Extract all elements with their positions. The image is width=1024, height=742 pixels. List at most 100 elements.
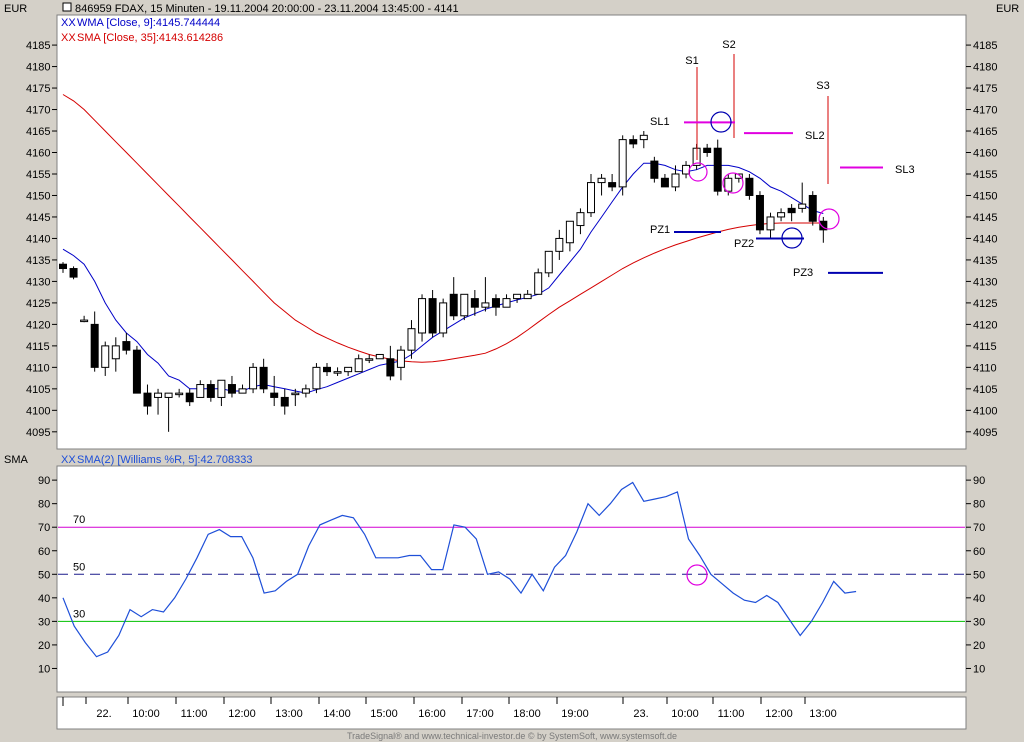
candle-body [291,392,300,396]
candle-body [333,371,342,374]
candle-body [143,392,152,407]
candle [175,388,184,398]
candle-body [428,298,437,334]
candle [323,363,331,376]
candle [407,320,416,359]
candle-body [323,366,331,373]
candle-body [217,379,226,398]
candle-body [312,366,321,390]
candle-body [470,298,479,308]
oscillator-legend-prefix: XX [61,454,76,466]
time-label: 13:00 [275,708,303,720]
price-tick-label-left: 4165 [26,126,50,138]
price-tick-label-left: 4120 [26,319,50,331]
candle-body [301,388,310,394]
candle [280,388,289,415]
candle [470,290,479,316]
osc-tick-label-left: 30 [38,616,50,628]
price-tick-label-left: 4100 [26,405,50,417]
price-tick-label-left: 4115 [26,341,50,353]
candle-body [555,237,564,252]
candle [703,143,712,157]
candle [386,345,395,381]
candle [618,135,627,196]
price-tick-label-left: 4125 [26,298,50,310]
price-tick-label-left: 4095 [26,427,50,439]
price-tick-label-right: 4105 [973,384,997,396]
candle-body [227,384,236,394]
candle-body [481,302,490,308]
price-axis-right: 4095 4100 4105 4110 4115 4120 4125 4130 4135 4140… [966,40,997,439]
price-tick-label-right: 4110 [973,362,997,374]
time-label: 23. [633,708,648,720]
osc-tick-label-right: 30 [973,616,985,628]
osc-tick-label-right: 80 [973,499,985,511]
sma-legend: SMA [Close, 35]:4143.614286 [77,32,223,44]
candle-body [111,345,120,360]
candle-body [745,177,754,196]
candle [629,135,638,149]
candle-body [175,392,184,396]
williams-line [62,481,857,658]
price-tick-label-right: 4185 [973,40,997,52]
candle [428,290,437,338]
oscillator-axis-left: 10 20 30 40 50 60 70 80 90 [38,475,57,675]
candle [639,131,648,149]
price-tick-label-left: 4130 [26,276,50,288]
osc-tick-label-right: 50 [973,569,985,581]
time-label: 15:00 [370,708,398,720]
candle [597,173,606,196]
candle [291,388,300,407]
candle [787,204,796,222]
candle-body [777,212,786,218]
osc-tick-label-left: 50 [38,569,50,581]
price-tick-label-right: 4120 [973,319,997,331]
candle [259,358,268,394]
candle [217,379,226,407]
candle [777,208,786,222]
candle [333,367,342,376]
candle-body [154,392,163,398]
signal-label-s2: S2 [722,39,735,51]
candle-body [196,384,205,398]
price-panel [56,14,967,450]
instrument-box-icon [62,2,72,12]
candle [755,191,764,235]
candle [132,345,141,394]
candle-body [565,220,574,244]
chart-title: 846959 FDAX, 15 Minuten - 19.11.2004 20:… [75,3,459,15]
candle-body [132,349,141,394]
time-label: 22. [96,708,111,720]
candle [312,363,321,394]
level-label-50: 50 [73,561,85,573]
candle-body [587,182,595,214]
time-label: 14:00 [323,708,351,720]
candle-body [629,139,638,145]
candle-body [238,388,247,394]
candle [608,173,617,192]
candle-body [491,298,500,308]
candle-body [513,293,522,300]
candle [576,208,585,235]
candle-body [808,194,817,222]
time-label: 17:00 [466,708,494,720]
candle [660,173,669,188]
oscillator-legend: SMA(2) [Williams %R, 5]:42.708333 [77,454,252,466]
candle-body [164,392,173,398]
oscillator-panel-label: SMA [4,454,29,466]
candle-body [608,182,617,188]
price-tick-label-left: 4135 [26,255,50,267]
wma-legend-prefix: XX [61,17,76,29]
candle-body [101,345,110,368]
candle [502,294,511,308]
price-tick-label-right: 4180 [973,62,997,74]
candle-body [280,396,289,407]
candle-body [703,147,712,154]
osc-tick-label-right: 40 [973,593,985,605]
candle [206,380,215,402]
candle-body [396,349,405,368]
price-tick-label-right: 4125 [973,298,997,310]
candle-body [671,173,680,188]
time-axis: 22. 10:00 11:00 12:00 13:00 14:00 15:00 16:00 17… [62,697,837,720]
